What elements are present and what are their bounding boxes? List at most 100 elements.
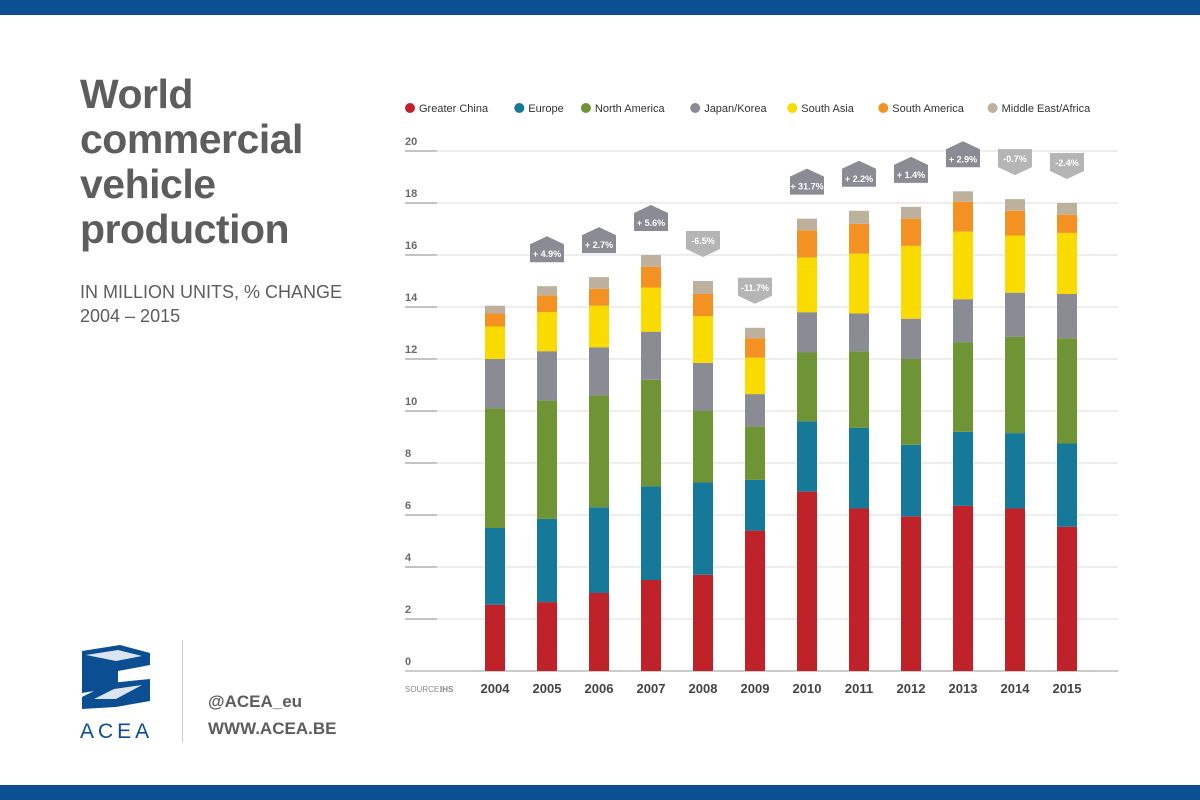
bar-segment-greater-china — [485, 604, 505, 671]
x-axis: 2004 2005 2006 2007 2008 2009 2010 2011 2012 2013… — [481, 681, 1082, 696]
bar-segment-japan-korea — [693, 362, 713, 411]
x-tick-label: 2005 — [533, 681, 562, 696]
bar-segment-greater-china — [1057, 526, 1077, 671]
chart-bars — [485, 191, 1077, 671]
bar-segment-greater-china — [745, 530, 765, 671]
legend-label: Middle East/Africa — [1002, 103, 1092, 115]
bar-segment-europe — [641, 486, 661, 580]
change-badge — [530, 236, 564, 263]
bar-segment-japan-korea — [953, 299, 973, 343]
bar-segment-south-asia — [537, 312, 557, 352]
legend-label: Japan/Korea — [704, 103, 767, 115]
acea-logo-icon — [82, 645, 150, 709]
bar-segment-japan-korea — [1005, 292, 1025, 337]
bar-segment-south-america — [797, 230, 817, 258]
bar-segment-middle-east-africa — [901, 206, 921, 219]
y-tick-label: 18 — [405, 188, 417, 200]
bar-segment-south-america — [849, 223, 869, 254]
bottom-brand-bar — [0, 785, 1200, 800]
bar-segment-greater-china — [641, 580, 661, 671]
bar-segment-europe — [537, 518, 557, 603]
y-axis: 0 2 4 6 8 10 12 14 16 18 20 — [405, 136, 418, 668]
y-tick-label: 14 — [405, 292, 418, 304]
change-badge — [842, 160, 876, 187]
legend-swatch — [514, 103, 525, 113]
x-tick-label: 2006 — [585, 681, 614, 696]
bar-segment-japan-korea — [849, 313, 869, 352]
source-value: IHS — [440, 685, 454, 694]
bar-segment-japan-korea — [589, 347, 609, 396]
x-tick-label: 2009 — [741, 681, 770, 696]
y-tick-label: 8 — [405, 448, 411, 460]
source-label: SOURCE: — [405, 685, 441, 694]
bar-segment-japan-korea — [1057, 294, 1077, 339]
bar-segment-greater-china — [537, 602, 557, 671]
bar-segment-middle-east-africa — [589, 277, 609, 289]
bar-segment-japan-korea — [485, 359, 505, 409]
bar-segment-greater-china — [901, 516, 921, 671]
bar-segment-europe — [589, 507, 609, 593]
x-tick-label: 2013 — [949, 681, 978, 696]
change-badge — [634, 205, 668, 231]
change-label: + 1.4% — [897, 170, 925, 180]
change-label: + 2.2% — [845, 174, 873, 184]
legend-swatch — [405, 103, 415, 113]
website-link[interactable]: WWW.ACEA.BE — [208, 719, 337, 738]
change-badge — [1050, 153, 1084, 179]
bar-segment-south-asia — [485, 326, 505, 359]
page-title: World commercial vehicle production — [80, 71, 303, 252]
change-label: + 31.7% — [790, 182, 823, 192]
legend-swatch — [878, 103, 889, 113]
y-tick-label: 16 — [405, 240, 417, 252]
bar-segment-south-america — [953, 201, 973, 232]
y-tick-label: 6 — [405, 500, 411, 512]
change-badge — [790, 168, 824, 195]
bar-segment-north-america — [797, 352, 817, 422]
y-tick-label: 12 — [405, 344, 417, 356]
bar-segment-south-asia — [1057, 232, 1077, 294]
bar-segment-middle-east-africa — [953, 191, 973, 202]
x-tick-label: 2012 — [897, 681, 926, 696]
bar-segment-south-asia — [693, 316, 713, 363]
bar-segment-middle-east-africa — [745, 327, 765, 339]
bar-segment-europe — [693, 482, 713, 575]
bar-segment-middle-east-africa — [485, 305, 505, 314]
bar-segment-greater-china — [953, 505, 973, 671]
bar-segment-south-asia — [797, 257, 817, 313]
bar-segment-south-america — [1057, 214, 1077, 233]
bar-segment-south-asia — [641, 287, 661, 332]
change-badge — [738, 277, 772, 304]
bar-segment-north-america — [1005, 336, 1025, 434]
bar-segment-south-america — [537, 295, 557, 313]
legend-label: North America — [595, 103, 666, 115]
change-badge — [998, 149, 1032, 176]
change-label: -0.7% — [1003, 154, 1027, 164]
bar-segment-south-america — [745, 338, 765, 358]
x-tick-label: 2015 — [1053, 681, 1082, 696]
y-tick-label: 2 — [405, 604, 411, 616]
bar-segment-europe — [485, 528, 505, 605]
legend-label: South Asia — [801, 103, 854, 115]
bar-segment-japan-korea — [901, 318, 921, 359]
bar-segment-europe — [745, 479, 765, 531]
bar-segment-south-asia — [953, 231, 973, 300]
bar-segment-south-america — [693, 294, 713, 317]
bar-segment-north-america — [953, 342, 973, 432]
bar-segment-greater-china — [797, 491, 817, 671]
bar-segment-greater-china — [589, 593, 609, 671]
bar-segment-north-america — [849, 351, 869, 428]
legend-swatch — [690, 103, 701, 113]
bar-segment-middle-east-africa — [537, 286, 557, 296]
top-brand-bar — [0, 0, 1200, 15]
bar-segment-south-america — [1005, 210, 1025, 236]
bar-segment-north-america — [537, 400, 557, 519]
bar-segment-south-america — [485, 313, 505, 327]
bar-segment-middle-east-africa — [1057, 203, 1077, 215]
subtitle-years: 2004 – 2015 — [80, 306, 181, 326]
bar-segment-europe — [901, 444, 921, 517]
bar-segment-middle-east-africa — [1005, 199, 1025, 211]
twitter-handle[interactable]: @ACEA_eu — [208, 692, 303, 711]
change-badges: + 4.9% + 2.7% + 5.6% -6.5% -11.7% + 31.7% + 2.… — [530, 141, 1084, 304]
bar-segment-north-america — [485, 408, 505, 528]
